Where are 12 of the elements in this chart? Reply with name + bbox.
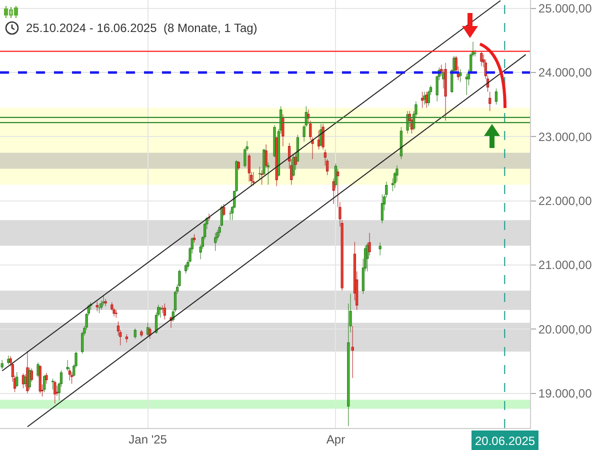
x-tick-label: Jan '25	[128, 432, 168, 446]
x-tick-label: Apr	[326, 432, 346, 446]
y-tick-label: 25.000,00	[538, 2, 592, 16]
ref-line-label: 20.06.2025	[475, 434, 536, 448]
candlestick	[351, 326, 354, 378]
y-tick-label: 23.000,00	[538, 130, 592, 144]
y-tick-label: 21.000,00	[538, 258, 592, 272]
text: 25.10.2024 - 16.06.2025 (8 Monate, 1 Tag)	[26, 21, 258, 35]
y-tick-label: 20.000,00	[538, 322, 592, 336]
y-tick-label: 19.000,00	[538, 386, 592, 401]
y-tick-label: 22.000,00	[538, 194, 592, 208]
y-tick-label: 24.000,00	[538, 66, 592, 80]
